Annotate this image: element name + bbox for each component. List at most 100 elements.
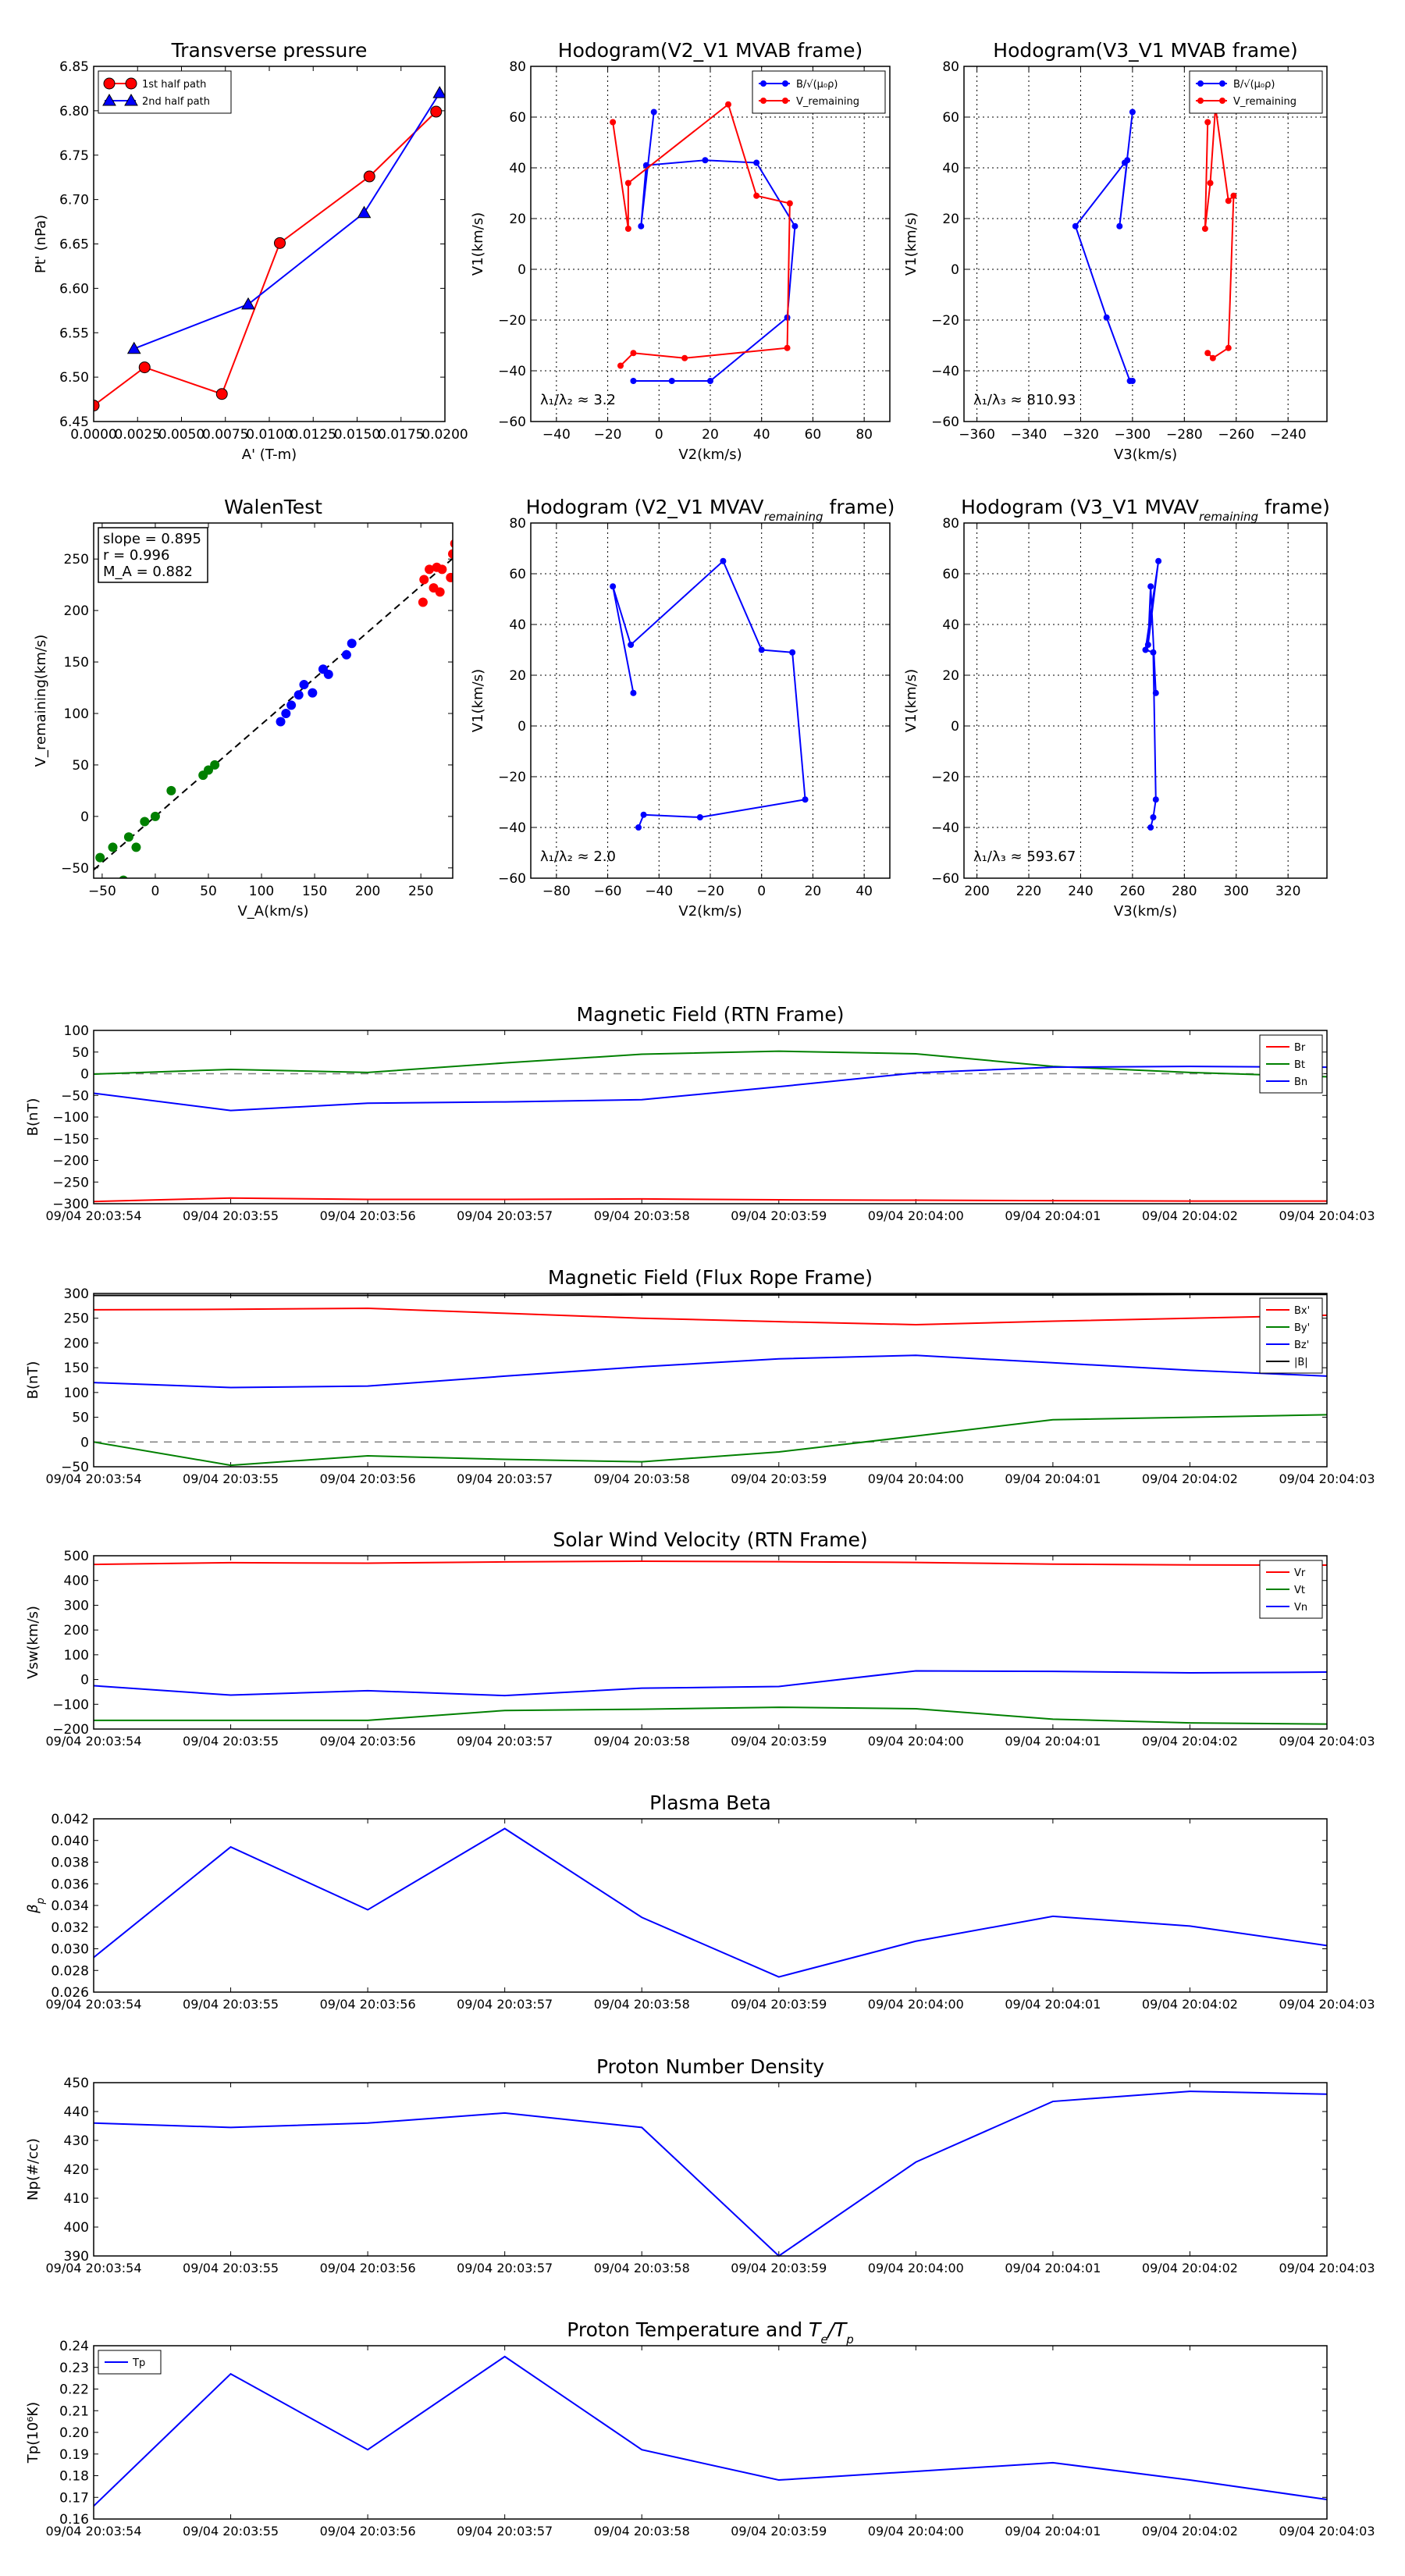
x-tick-label: 100 bbox=[249, 884, 274, 899]
x-tick-label: 0.0150 bbox=[334, 427, 380, 443]
data-point bbox=[786, 200, 793, 207]
x-tick-label: −340 bbox=[1011, 427, 1048, 443]
scatter-point bbox=[418, 597, 428, 607]
legend-label: 1st half path bbox=[142, 79, 206, 91]
x-tick-label: 09/04 20:04:00 bbox=[868, 1997, 964, 2012]
data-point bbox=[1144, 642, 1151, 648]
data-point bbox=[1147, 824, 1154, 831]
x-tick-label: 09/04 20:03:59 bbox=[731, 2524, 827, 2539]
data-point bbox=[1201, 226, 1208, 232]
y-tick-label: 100 bbox=[64, 1023, 89, 1039]
y-tick-label: 430 bbox=[64, 2133, 89, 2149]
title-part: /T bbox=[827, 2318, 848, 2341]
series-line-V_remaining bbox=[612, 560, 806, 828]
y-tick-label: −60 bbox=[498, 871, 526, 887]
series-group bbox=[94, 539, 453, 878]
series-group bbox=[94, 1050, 1327, 1203]
x-tick-label: 150 bbox=[302, 884, 327, 899]
x-tick-label: 09/04 20:03:54 bbox=[45, 1208, 141, 1223]
x-tick-label: 09/04 20:03:59 bbox=[731, 1734, 827, 1749]
data-point bbox=[610, 583, 617, 590]
y-tick-label: 40 bbox=[509, 161, 526, 176]
x-tick-label: 0 bbox=[151, 884, 160, 899]
stats-line: slope = 0.895 bbox=[103, 531, 201, 547]
legend-label: Bn bbox=[1294, 1076, 1307, 1088]
scatter-point bbox=[203, 765, 213, 775]
data-point bbox=[640, 811, 647, 818]
x-tick-label: 09/04 20:03:54 bbox=[45, 1471, 141, 1486]
y-tick-label: 0.18 bbox=[59, 2469, 89, 2485]
data-point bbox=[630, 378, 637, 384]
y-tick-label: 500 bbox=[64, 1549, 89, 1564]
scatter-point bbox=[293, 690, 304, 700]
scatter-point bbox=[448, 549, 453, 559]
chart-title: Hodogram (V2_V1 MVAVremaining frame) bbox=[526, 496, 895, 524]
y-tick-label: 440 bbox=[64, 2105, 89, 2120]
chart-bf_rtn: Magnetic Field (RTN Frame) 09/04 20:03:54… bbox=[25, 1003, 1375, 1223]
y-tick-label: −250 bbox=[52, 1175, 89, 1190]
x-tick-label: 200 bbox=[964, 884, 989, 899]
scatter-point bbox=[437, 564, 447, 575]
plot-frame bbox=[93, 66, 446, 422]
title-part: Proton Temperature and bbox=[567, 2318, 809, 2341]
x-tick-label: 0.0075 bbox=[202, 427, 248, 443]
scatter-point bbox=[286, 700, 297, 710]
x-tick-label: 09/04 20:04:02 bbox=[1142, 2524, 1238, 2539]
data-point bbox=[1150, 649, 1157, 656]
y-tick-label: 0 bbox=[951, 262, 959, 278]
x-axis-label: V_A(km/s) bbox=[237, 903, 308, 920]
data-point bbox=[1209, 354, 1216, 361]
y-tick-label: 6.85 bbox=[59, 59, 89, 75]
scatter-point bbox=[276, 717, 286, 727]
plot-frame bbox=[963, 66, 1328, 422]
title-part: Hodogram (V2_V1 MVAV bbox=[526, 496, 764, 518]
x-tick-label: 09/04 20:04:02 bbox=[1142, 1471, 1238, 1486]
y-tick-label: −60 bbox=[931, 415, 959, 430]
legend-marker bbox=[125, 77, 137, 90]
scatter-point bbox=[341, 649, 351, 660]
scatter-point bbox=[108, 842, 118, 852]
x-tick-label: 09/04 20:03:57 bbox=[457, 1208, 553, 1223]
data-point bbox=[725, 101, 731, 108]
series-group bbox=[610, 101, 799, 384]
stats-line: M_A = 0.882 bbox=[103, 564, 193, 580]
y-tick-label: 20 bbox=[509, 668, 526, 684]
y-tick-label: 150 bbox=[64, 1361, 89, 1376]
y-tick-label: 40 bbox=[942, 161, 959, 176]
scatter-point bbox=[446, 572, 453, 582]
x-tick-label: 09/04 20:03:59 bbox=[731, 2261, 827, 2275]
data-point bbox=[758, 646, 765, 653]
y-tick-label: 50 bbox=[72, 1411, 89, 1426]
y-tick-label: 150 bbox=[64, 655, 89, 671]
x-tick-label: 09/04 20:04:01 bbox=[1005, 1734, 1101, 1749]
y-tick-label: −40 bbox=[931, 820, 959, 836]
data-point bbox=[753, 192, 760, 199]
ylabel-part: β bbox=[25, 1904, 41, 1914]
x-tick-label: 09/04 20:04:03 bbox=[1279, 1734, 1375, 1749]
y-tick-label: 20 bbox=[509, 212, 526, 227]
x-axis-label: A' (T-m) bbox=[242, 447, 297, 463]
scatter-point bbox=[347, 639, 357, 649]
scatter-point bbox=[299, 680, 309, 690]
y-tick-label: 0 bbox=[518, 262, 526, 278]
chart-h3: Hodogram (V2_V1 MVAVremaining frame) −80 −… bbox=[470, 496, 895, 920]
x-tick-label: 09/04 20:04:01 bbox=[1005, 1208, 1101, 1223]
legend-box bbox=[1189, 70, 1323, 114]
chart-title: Hodogram(V2_V1 MVAB frame) bbox=[558, 39, 863, 62]
y-axis-label: V1(km/s) bbox=[903, 669, 919, 732]
chart-title: Magnetic Field (RTN Frame) bbox=[577, 1003, 845, 1026]
data-point bbox=[635, 824, 642, 831]
x-tick-label: 09/04 20:04:00 bbox=[868, 1208, 964, 1223]
data-point bbox=[696, 814, 703, 820]
x-tick-label: 09/04 20:04:02 bbox=[1142, 2261, 1238, 2275]
y-tick-label: 20 bbox=[942, 668, 959, 684]
series-line-Bn bbox=[94, 1066, 1327, 1112]
eigen-ratio-note: λ₁/λ₂ ≈ 3.2 bbox=[540, 392, 616, 408]
series-line-Np bbox=[94, 2090, 1327, 2257]
y-tick-label: 410 bbox=[64, 2191, 89, 2207]
legend-marker bbox=[1197, 80, 1204, 87]
x-tick-label: 09/04 20:03:58 bbox=[594, 1734, 690, 1749]
data-point bbox=[630, 689, 637, 696]
legend-label: Vt bbox=[1294, 1585, 1305, 1596]
legend-label: |B| bbox=[1294, 1357, 1308, 1368]
